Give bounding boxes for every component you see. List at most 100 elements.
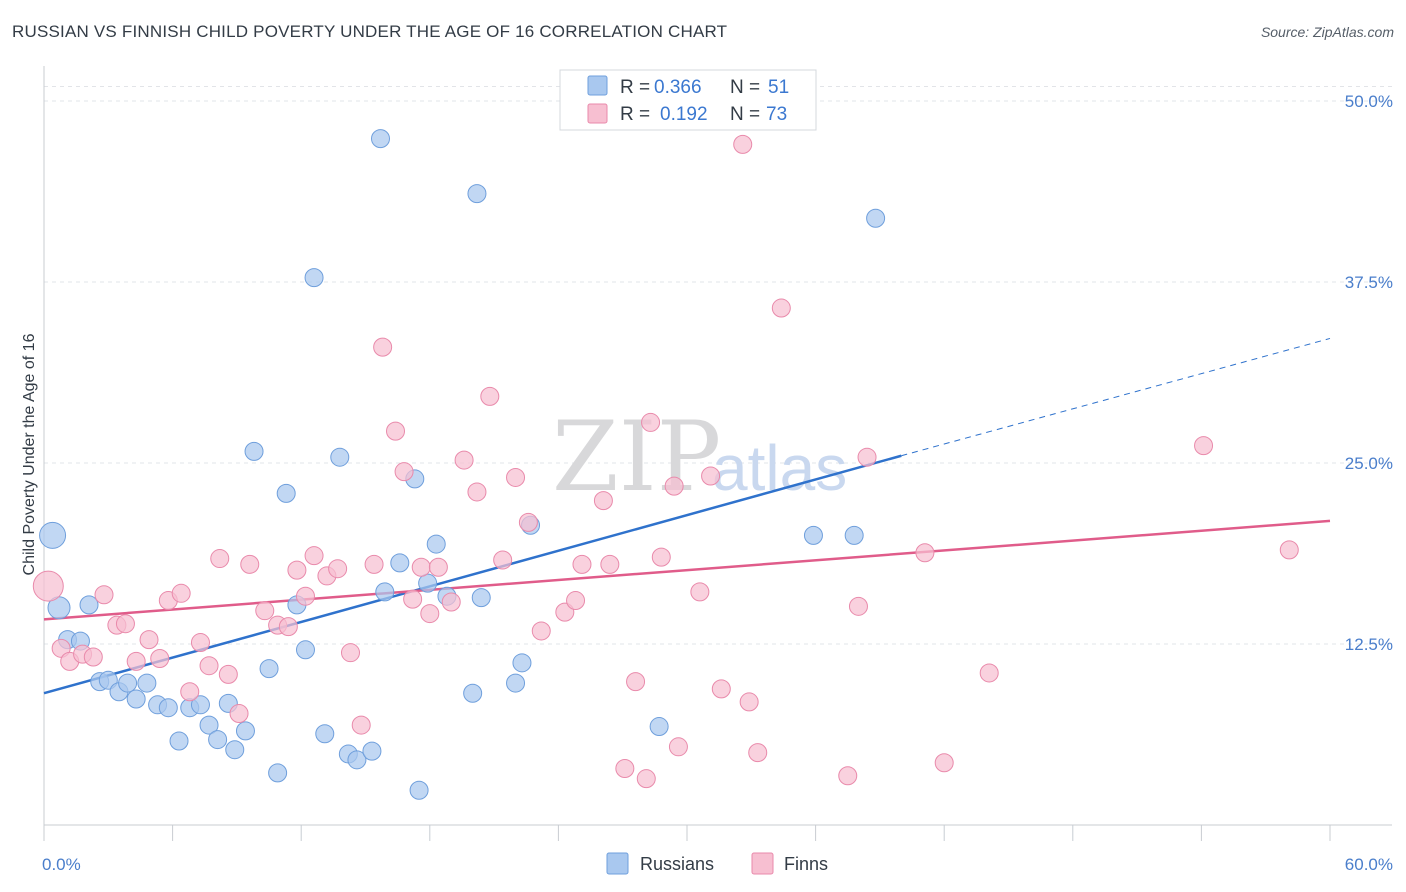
point-finns — [295, 586, 315, 606]
point-russians — [126, 689, 146, 709]
point-russians — [347, 750, 367, 770]
point-finns — [364, 554, 384, 574]
watermark-atlas: atlas — [712, 432, 847, 504]
point-finns — [32, 570, 64, 602]
point-finns — [641, 412, 661, 432]
point-finns — [518, 512, 538, 532]
point-finns — [600, 554, 620, 574]
y-tick-label: 37.5% — [1345, 273, 1393, 292]
point-finns — [83, 647, 103, 667]
point-russians — [235, 721, 255, 741]
x-tick-label: 60.0% — [1345, 855, 1393, 874]
point-finns — [733, 134, 753, 154]
point-finns — [566, 591, 586, 611]
point-finns — [572, 554, 592, 574]
legend-r-value-russians: 0.366 — [654, 77, 702, 98]
point-russians — [304, 268, 324, 288]
point-finns — [411, 557, 431, 577]
trend-line-extension-russians — [901, 337, 1331, 457]
point-russians — [225, 740, 245, 760]
point-finns — [428, 557, 448, 577]
point-finns — [255, 601, 275, 621]
point-finns — [467, 482, 487, 502]
point-finns — [304, 546, 324, 566]
x-tick-label: 0.0% — [42, 855, 81, 874]
point-finns — [701, 466, 721, 486]
point-russians — [409, 780, 429, 800]
point-russians — [844, 525, 864, 545]
point-russians — [79, 595, 99, 615]
point-russians — [39, 521, 67, 549]
data-points — [32, 129, 1299, 800]
point-finns — [915, 543, 935, 563]
point-finns — [480, 386, 500, 406]
legend-r-label-russians: R = — [620, 77, 650, 98]
point-finns — [229, 703, 249, 723]
point-finns — [150, 648, 170, 668]
point-finns — [199, 656, 219, 676]
point-finns — [1279, 540, 1299, 560]
point-finns — [454, 450, 474, 470]
point-russians — [276, 483, 296, 503]
y-tick-label: 50.0% — [1345, 92, 1393, 111]
point-finns — [240, 554, 260, 574]
point-russians — [375, 582, 395, 602]
point-finns — [386, 421, 406, 441]
bottom-legend: Russians Finns — [606, 852, 828, 875]
point-finns — [403, 589, 423, 609]
point-finns — [979, 663, 999, 683]
legend-r-label-finns: R = — [620, 104, 650, 125]
point-russians — [295, 640, 315, 660]
bottom-legend-finns: Finns — [784, 854, 828, 874]
point-finns — [664, 476, 684, 496]
point-russians — [137, 673, 157, 693]
point-finns — [593, 491, 613, 511]
point-finns — [94, 585, 114, 605]
point-russians — [199, 715, 219, 735]
point-russians — [463, 683, 483, 703]
point-russians — [506, 673, 526, 693]
point-finns — [506, 467, 526, 487]
point-finns — [857, 447, 877, 467]
point-finns — [171, 583, 191, 603]
legend: R = 0.366 N = 51 R = 0.192 N = 73 — [559, 69, 817, 131]
point-finns — [441, 592, 461, 612]
point-finns — [287, 560, 307, 580]
y-axis-label: Child Poverty Under the Age of 16 — [21, 333, 38, 575]
trend-lines — [43, 337, 1331, 695]
point-finns — [748, 743, 768, 763]
trend-line-finns — [43, 519, 1331, 621]
point-russians — [330, 447, 350, 467]
point-russians — [315, 724, 335, 744]
legend-n-value-finns: 73 — [766, 104, 787, 125]
point-russians — [259, 659, 279, 679]
point-russians — [866, 208, 886, 228]
point-russians — [158, 698, 178, 718]
point-russians — [426, 534, 446, 554]
watermark: ZIP atlas — [552, 401, 847, 513]
point-finns — [190, 633, 210, 653]
point-finns — [139, 630, 159, 650]
legend-swatch-finns — [587, 103, 608, 124]
point-russians — [244, 441, 264, 461]
legend-swatch-russians — [587, 75, 608, 96]
y-tick-label: 12.5% — [1345, 635, 1393, 654]
point-russians — [649, 717, 669, 737]
source-credit: Source: ZipAtlas.com — [1260, 24, 1394, 40]
point-finns — [690, 582, 710, 602]
y-tick-labels: 12.5% 25.0% 37.5% 50.0% — [1345, 92, 1393, 654]
point-russians — [371, 129, 391, 149]
point-finns — [838, 766, 858, 786]
point-finns — [651, 547, 671, 567]
point-finns — [328, 559, 348, 579]
point-finns — [278, 617, 298, 637]
point-russians — [467, 184, 487, 204]
bottom-legend-russians: Russians — [640, 854, 714, 874]
point-finns — [626, 672, 646, 692]
point-finns — [373, 337, 393, 357]
point-finns — [531, 621, 551, 641]
point-finns — [394, 462, 414, 482]
legend-n-label-finns: N = — [730, 104, 760, 125]
point-finns — [210, 549, 230, 569]
point-russians — [471, 588, 491, 608]
